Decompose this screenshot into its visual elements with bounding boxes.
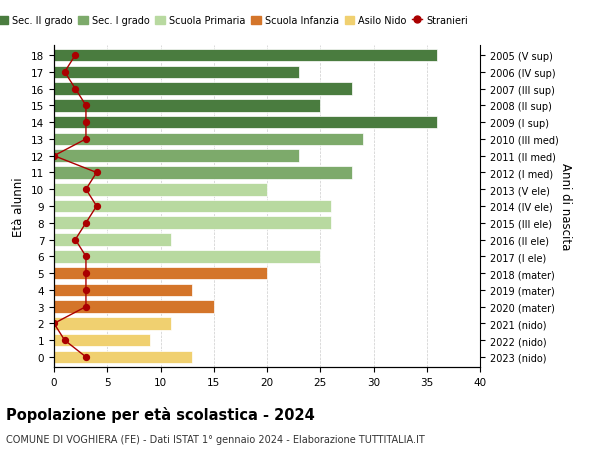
Point xyxy=(71,52,80,60)
Point xyxy=(71,86,80,93)
Y-axis label: Anni di nascita: Anni di nascita xyxy=(559,163,572,250)
Point xyxy=(81,219,91,227)
Point xyxy=(81,303,91,311)
Bar xyxy=(54,133,363,146)
Point xyxy=(81,270,91,277)
Bar xyxy=(54,234,171,246)
Point xyxy=(81,353,91,361)
Bar xyxy=(54,200,331,213)
Point xyxy=(92,203,101,210)
Point xyxy=(60,69,70,76)
Bar xyxy=(54,83,352,95)
Bar xyxy=(54,217,331,230)
Point xyxy=(81,286,91,294)
Point xyxy=(92,169,101,177)
Bar xyxy=(54,67,299,79)
Point xyxy=(81,119,91,127)
Point xyxy=(71,236,80,244)
Bar xyxy=(54,318,171,330)
Point xyxy=(81,136,91,143)
Point xyxy=(81,102,91,110)
Text: COMUNE DI VOGHIERA (FE) - Dati ISTAT 1° gennaio 2024 - Elaborazione TUTTITALIA.I: COMUNE DI VOGHIERA (FE) - Dati ISTAT 1° … xyxy=(6,434,425,444)
Point xyxy=(81,253,91,260)
Bar xyxy=(54,351,193,364)
Bar xyxy=(54,50,437,62)
Bar xyxy=(54,301,214,313)
Y-axis label: Età alunni: Età alunni xyxy=(13,177,25,236)
Bar xyxy=(54,117,437,129)
Bar xyxy=(54,251,320,263)
Bar xyxy=(54,334,150,347)
Point xyxy=(49,153,59,160)
Bar xyxy=(54,284,193,297)
Legend: Sec. II grado, Sec. I grado, Scuola Primaria, Scuola Infanzia, Asilo Nido, Stran: Sec. II grado, Sec. I grado, Scuola Prim… xyxy=(0,12,472,30)
Bar xyxy=(54,150,299,162)
Point xyxy=(60,337,70,344)
Bar xyxy=(54,184,267,196)
Bar xyxy=(54,167,352,179)
Point xyxy=(49,320,59,327)
Text: Popolazione per età scolastica - 2024: Popolazione per età scolastica - 2024 xyxy=(6,406,315,422)
Point xyxy=(81,186,91,194)
Bar xyxy=(54,267,267,280)
Bar xyxy=(54,100,320,112)
